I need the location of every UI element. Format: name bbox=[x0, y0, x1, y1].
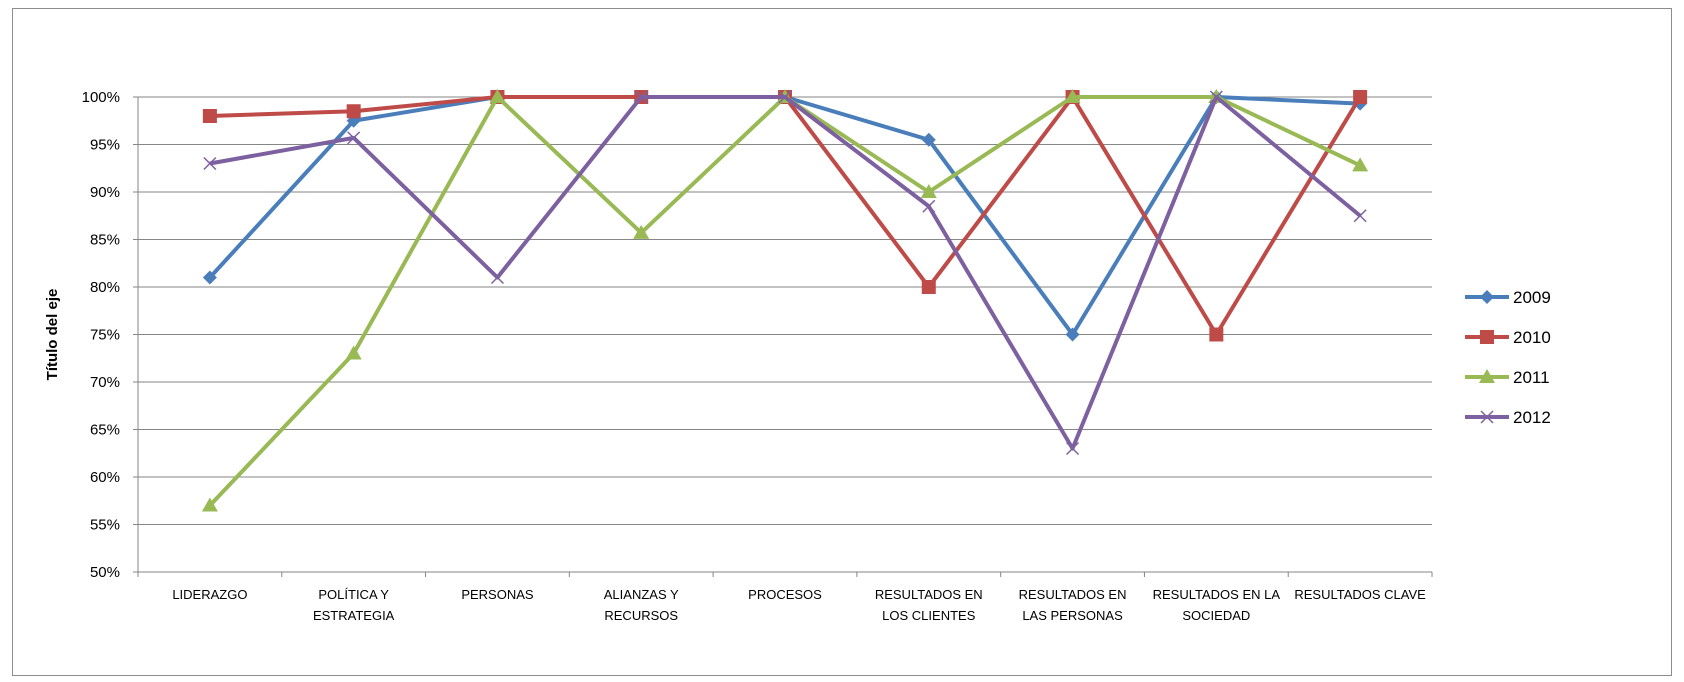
chart-area bbox=[12, 8, 1672, 676]
x-tick-label: POLÍTICA Y ESTRATEGIA bbox=[313, 587, 395, 623]
y-tick-label: 85% bbox=[90, 232, 120, 249]
data-point-2012 bbox=[634, 90, 648, 104]
data-point-2012 bbox=[1353, 209, 1367, 223]
y-tick-label: 95% bbox=[90, 137, 120, 154]
x-tick-label: PERSONAS bbox=[461, 587, 534, 602]
data-point-2011 bbox=[920, 184, 937, 198]
x-tick-label: RESULTADOS EN LOS CLIENTES bbox=[875, 587, 983, 623]
y-tick-label: 75% bbox=[90, 327, 120, 344]
y-tick-label: 90% bbox=[90, 184, 120, 201]
y-tick-label: 60% bbox=[90, 469, 120, 486]
x-tick-label: ALIANZAS Y RECURSOS bbox=[604, 587, 679, 623]
legend-marker-2010 bbox=[1480, 330, 1494, 344]
data-point-2010 bbox=[202, 109, 217, 123]
data-point-2012 bbox=[778, 90, 792, 104]
data-point-2009 bbox=[921, 132, 936, 147]
data-point-2010 bbox=[1209, 327, 1224, 342]
data-point-2011 bbox=[345, 345, 362, 360]
legend-label-2010: 2010 bbox=[1513, 328, 1551, 347]
data-point-2012 bbox=[347, 131, 361, 145]
y-tick-label: 100% bbox=[82, 89, 120, 106]
x-tick-label: LIDERAZGO bbox=[172, 587, 247, 602]
data-point-2012 bbox=[1209, 90, 1223, 104]
data-point-2010 bbox=[346, 104, 361, 119]
series-line-2011 bbox=[208, 95, 1361, 507]
data-point-2010 bbox=[1353, 90, 1368, 104]
data-point-2009 bbox=[1065, 327, 1080, 342]
legend-label-2011: 2011 bbox=[1513, 368, 1550, 387]
data-point-2012 bbox=[922, 199, 936, 213]
series-line-2012 bbox=[209, 95, 1362, 451]
y-tick-label: 80% bbox=[90, 279, 120, 296]
legend-label-2009: 2009 bbox=[1513, 288, 1551, 307]
data-point-2011 bbox=[1064, 89, 1081, 103]
y-tick-label: 55% bbox=[90, 517, 120, 534]
legend-marker-2011 bbox=[1479, 369, 1495, 383]
data-point-2011 bbox=[1352, 157, 1369, 172]
data-point-2011 bbox=[201, 497, 218, 512]
data-point-2012 bbox=[203, 156, 217, 171]
data-point-2011 bbox=[633, 224, 650, 239]
y-tick-label: 65% bbox=[90, 422, 120, 439]
x-tick-label: RESULTADOS EN LA SOCIEDAD bbox=[1153, 587, 1281, 623]
data-point-2012 bbox=[490, 270, 504, 285]
y-tick-label: 50% bbox=[90, 564, 120, 581]
y-axis-title: Título del eje bbox=[44, 289, 61, 381]
legend-marker-2009 bbox=[1480, 290, 1494, 304]
data-point-2012 bbox=[1066, 441, 1080, 456]
x-tick-label: RESULTADOS CLAVE bbox=[1294, 587, 1426, 602]
legend-marker-2012 bbox=[1480, 410, 1494, 424]
data-point-2010 bbox=[921, 280, 936, 294]
x-tick-label: PROCESOS bbox=[748, 587, 822, 602]
x-tick-label: RESULTADOS EN LAS PERSONAS bbox=[1019, 587, 1127, 623]
data-point-2009 bbox=[202, 270, 217, 285]
y-tick-label: 70% bbox=[90, 374, 120, 391]
data-point-2011 bbox=[489, 89, 506, 103]
legend-label-2012: 2012 bbox=[1513, 408, 1551, 427]
